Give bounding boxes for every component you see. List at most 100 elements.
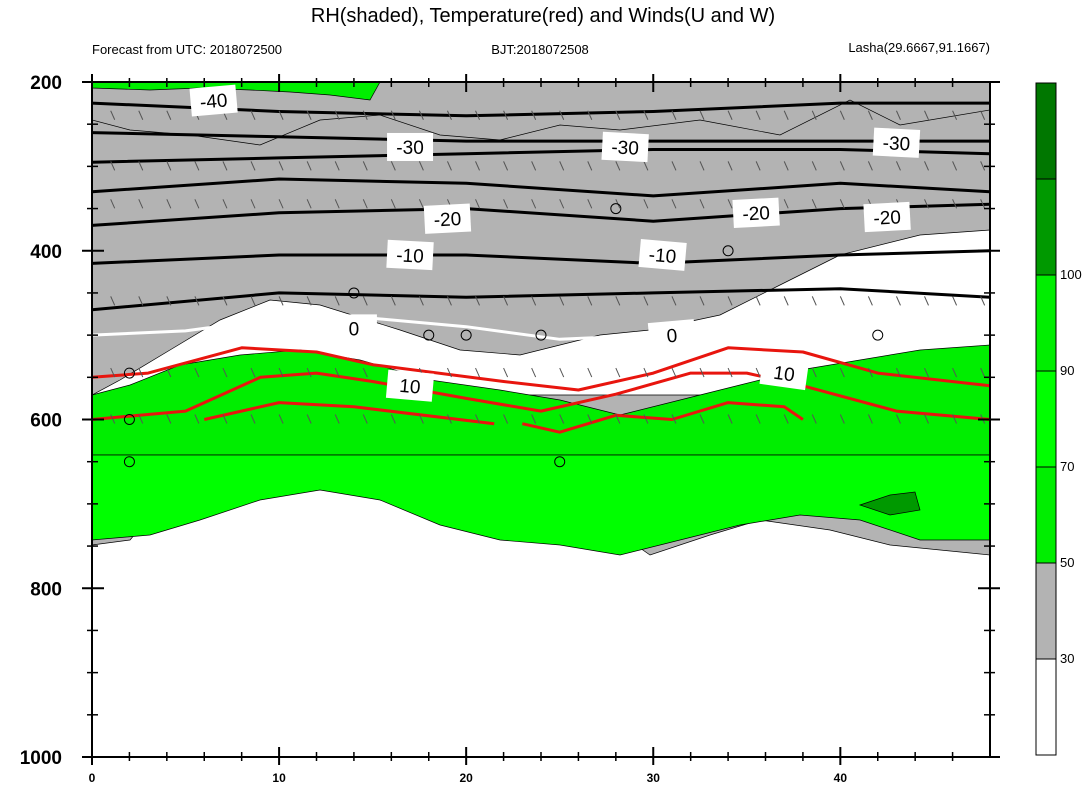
contour-label-box	[732, 197, 780, 228]
wind-barb	[278, 110, 284, 120]
wind-barb	[699, 110, 705, 120]
wind-barb	[503, 110, 509, 120]
contour-labels-layer: -40 -30 -30 -30 -20 -20 -20 -10 -10 0 0 10 10	[189, 84, 921, 402]
colorbar-label: 30	[1060, 651, 1074, 666]
wind-barb	[980, 161, 986, 171]
wind-barb	[755, 110, 761, 120]
wind-barb	[783, 296, 789, 306]
contour-label-text: -30	[396, 138, 423, 159]
colorbar-label: 70	[1060, 459, 1074, 474]
wind-barb	[194, 296, 200, 306]
wind-barb	[867, 296, 873, 306]
wind-barb	[671, 296, 677, 306]
temp-contour-black-m10-b	[91, 287, 991, 312]
wind-barb	[839, 199, 845, 209]
temp-contour-black-m30-b	[91, 131, 990, 143]
contour-label-text: -20	[742, 203, 771, 225]
wind-barb	[306, 199, 312, 209]
wind-barb	[306, 296, 312, 306]
wind-barb	[896, 110, 901, 120]
wind-barb	[531, 110, 537, 120]
wind-barb	[783, 110, 789, 120]
temp-contour-label: -10	[386, 239, 434, 271]
contours-layer	[91, 101, 991, 468]
wind-barb	[811, 199, 817, 209]
contour-label-text: -20	[873, 207, 902, 229]
rh-gray-band	[91, 81, 991, 396]
wind-barb	[362, 367, 368, 378]
colorbar-swatch	[1035, 370, 1057, 468]
wind-barb	[110, 110, 116, 120]
temp-contour-label: -30	[387, 132, 434, 161]
wind-barb	[334, 414, 340, 424]
temp-contour-label: 0	[647, 319, 697, 352]
y-tick-label: 200	[30, 73, 62, 94]
temp-contour-label: -10	[638, 239, 687, 271]
wind-barb	[362, 110, 368, 120]
wind-barb	[559, 161, 565, 171]
wind-barb	[699, 296, 705, 306]
contour-label-text: 10	[398, 376, 421, 399]
calm-wind-marker	[722, 245, 734, 257]
wind-barb	[222, 161, 228, 171]
wind-barb	[334, 199, 340, 209]
wind-barb	[643, 296, 649, 306]
wind-barb	[811, 296, 817, 306]
rh-darkgreen-patch	[858, 491, 921, 516]
temp-contour-label: -20	[732, 197, 780, 228]
calm-wind-marker	[123, 367, 135, 379]
temp-contour-label: -20	[423, 203, 472, 234]
wind-barb	[587, 414, 593, 424]
forecast-label: Forecast from UTC: 2018072500	[92, 42, 282, 57]
colorbar-swatch	[1035, 562, 1057, 660]
temp-contour-black-m40	[91, 101, 990, 118]
wind-barb	[278, 161, 284, 171]
wind-barb	[334, 110, 340, 120]
wind-barb	[952, 110, 958, 120]
wind-barb	[559, 296, 565, 306]
wind-barb	[110, 199, 116, 209]
wind-barb	[194, 414, 200, 424]
wind-barb	[587, 110, 593, 120]
wind-barb	[587, 296, 593, 306]
wind-barb	[811, 161, 817, 171]
wind-barb	[615, 296, 621, 306]
wind-barb	[531, 367, 537, 378]
wind-barb	[839, 110, 845, 120]
station-label: Lasha(29.6667,91.1667)	[848, 40, 990, 55]
wind-barb	[727, 414, 733, 424]
wind-barb	[783, 199, 789, 209]
wind-barb	[615, 161, 621, 171]
wind-barb	[671, 367, 677, 378]
wind-barb	[727, 296, 733, 306]
wind-barb	[755, 296, 761, 306]
wind-barb	[839, 414, 845, 424]
contour-label-box	[385, 369, 435, 402]
wind-barb	[952, 367, 958, 378]
wind-barb	[699, 161, 705, 171]
wind-barb	[727, 110, 733, 120]
wind-barb	[559, 110, 565, 120]
wind-barb	[138, 199, 144, 209]
wind-barb	[867, 161, 873, 171]
contour-label-text: -10	[396, 245, 425, 267]
wind-barb	[615, 110, 621, 120]
rh-green-band	[91, 454, 991, 556]
contour-label-text: 10	[772, 363, 796, 387]
wind-barb	[811, 110, 817, 120]
temp-contour-label: 0	[330, 314, 377, 343]
temp-contour-label: 10	[385, 369, 435, 402]
wind-barb	[166, 199, 172, 209]
wind-barb	[587, 161, 593, 171]
colorbar-swatch	[1035, 82, 1057, 180]
wind-barb	[475, 199, 480, 209]
wind-barb	[727, 161, 733, 171]
wind-barb	[110, 367, 116, 378]
wind-barb	[531, 199, 537, 209]
wind-barb	[362, 199, 368, 209]
wind-barb	[194, 367, 200, 378]
wind-barb	[278, 296, 284, 306]
wind-barb	[699, 367, 705, 378]
calm-wind-marker	[872, 329, 884, 341]
